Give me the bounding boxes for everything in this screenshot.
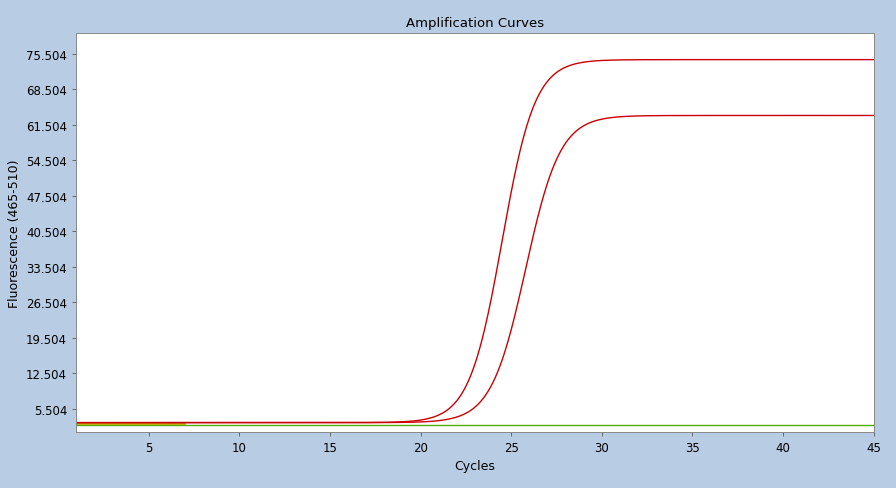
Title: Amplification Curves: Amplification Curves — [406, 17, 544, 30]
X-axis label: Cycles: Cycles — [454, 459, 495, 472]
Y-axis label: Fluorescence (465-510): Fluorescence (465-510) — [7, 159, 21, 307]
